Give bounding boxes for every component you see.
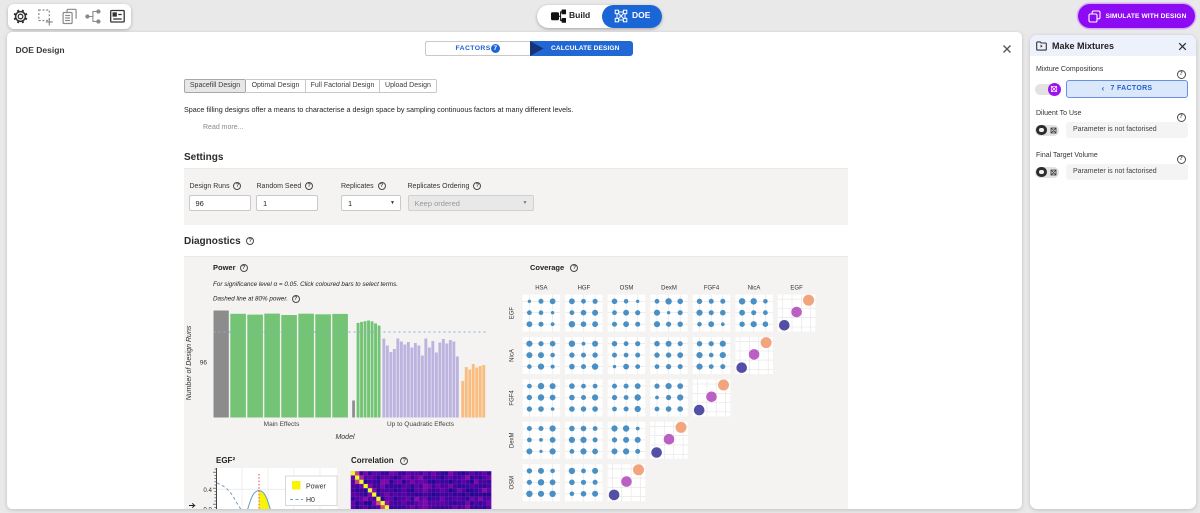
svg-text:0.4: 0.4 — [203, 487, 212, 494]
svg-text:DexM: DexM — [661, 286, 677, 292]
svg-text:96: 96 — [200, 360, 208, 367]
svg-text:EGF: EGF — [790, 286, 803, 292]
svg-text:Main Effects: Main Effects — [264, 421, 300, 428]
svg-text:OSM: OSM — [620, 286, 634, 292]
svg-text:EGF: EGF — [510, 307, 516, 320]
svg-text:FGF4: FGF4 — [704, 286, 720, 292]
svg-text:Up to Quadratic Effects: Up to Quadratic Effects — [387, 421, 455, 428]
svg-text:Model: Model — [335, 434, 355, 441]
svg-text:FGF4: FGF4 — [510, 390, 516, 406]
svg-text:Power: Power — [306, 484, 327, 491]
svg-text:0.0: 0.0 — [203, 507, 212, 510]
svg-text:H0: H0 — [306, 497, 315, 504]
svg-text:NicA: NicA — [510, 349, 516, 362]
svg-text:OSM: OSM — [510, 476, 516, 490]
svg-text:Number of Design Runs: Number of Design Runs — [186, 325, 193, 400]
svg-text:HGF: HGF — [578, 286, 591, 292]
svg-text:HSA: HSA — [535, 286, 547, 292]
svg-text:DexM: DexM — [510, 432, 516, 448]
svg-text:NicA: NicA — [748, 286, 761, 292]
